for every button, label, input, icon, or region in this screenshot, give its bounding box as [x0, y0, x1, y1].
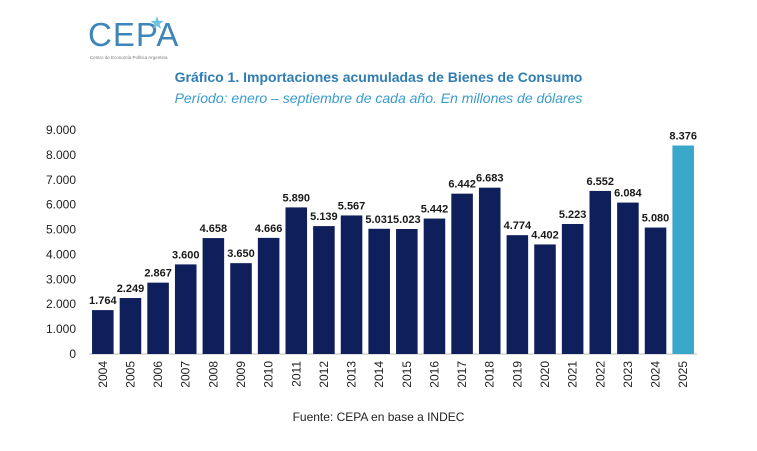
x-tick-label-2006: 2006 — [151, 361, 165, 388]
data-label-2023: 6.084 — [614, 188, 642, 200]
data-label-2014: 5.031 — [365, 214, 393, 226]
bar-2021 — [561, 224, 584, 354]
logo-text: CEPA — [88, 16, 180, 53]
x-tick-label-2011: 2011 — [289, 361, 303, 387]
cepa-logo: CEPA Centro de Economía Política Argenti… — [88, 16, 188, 66]
x-tick-label-2014: 2014 — [372, 361, 386, 388]
data-label-2015: 5.023 — [393, 214, 421, 226]
bar-2020 — [534, 244, 556, 354]
data-label-2011: 5.890 — [283, 192, 311, 204]
y-tick-label: 0 — [69, 347, 76, 361]
bar-2012 — [313, 226, 335, 354]
bar-2008 — [202, 238, 225, 354]
bar-2010 — [257, 237, 280, 354]
x-tick-label-2020: 2020 — [538, 361, 552, 388]
data-label-2009: 3.650 — [227, 248, 255, 260]
bar-2017 — [451, 193, 473, 354]
data-label-2022: 6.552 — [587, 176, 615, 188]
x-tick-label-2023: 2023 — [621, 361, 635, 388]
bar-2011 — [285, 207, 308, 354]
y-tick-label: 1.000 — [46, 322, 76, 336]
x-tick-label-2021: 2021 — [566, 361, 580, 388]
bar-2018 — [478, 187, 501, 354]
x-tick-label-2019: 2019 — [510, 361, 524, 388]
bar-2006 — [147, 282, 169, 354]
x-tick-label-2007: 2007 — [179, 361, 193, 388]
source-note: Fuente: CEPA en base a INDEC — [292, 410, 465, 424]
x-tick-label-2024: 2024 — [649, 361, 663, 388]
data-label-2012: 5.139 — [310, 211, 338, 223]
data-label-2005: 2.249 — [117, 283, 145, 295]
data-label-2020: 4.402 — [531, 229, 559, 241]
y-tick-label: 8.000 — [46, 148, 76, 162]
x-tick-label-2013: 2013 — [345, 361, 359, 388]
bar-2025 — [672, 145, 694, 354]
data-label-2007: 3.600 — [172, 249, 200, 261]
x-tick-label-2009: 2009 — [234, 361, 248, 388]
y-tick-label: 7.000 — [46, 173, 76, 187]
x-tick-label-2004: 2004 — [96, 361, 110, 388]
data-label-2016: 5.442 — [421, 204, 449, 216]
x-tick-label-2015: 2015 — [400, 361, 414, 388]
x-tick-label-2012: 2012 — [317, 361, 331, 388]
logo-subtitle: Centro de Economía Política Argentina — [90, 55, 168, 60]
bar-2015 — [396, 228, 418, 354]
bar-2023 — [617, 202, 639, 354]
chart-title: Gráfico 1. Importaciones acumuladas de B… — [174, 69, 583, 85]
y-tick-label: 6.000 — [46, 198, 76, 212]
chart-subtitle: Período: enero – septiembre de cada año.… — [174, 90, 583, 106]
x-tick-label-2016: 2016 — [427, 361, 441, 388]
bar-2009 — [230, 263, 252, 354]
x-tick-label-2008: 2008 — [206, 361, 220, 388]
data-label-2004: 1.764 — [89, 295, 117, 307]
bar-2022 — [589, 190, 612, 354]
x-tick-label-2005: 2005 — [123, 361, 137, 388]
bar-2005 — [119, 298, 142, 354]
data-label-2025: 8.376 — [669, 131, 697, 143]
star-icon — [150, 16, 164, 29]
bar-2013 — [340, 215, 363, 354]
bar-2016 — [423, 218, 446, 354]
x-tick-label-2025: 2025 — [676, 361, 690, 388]
x-tick-label-2017: 2017 — [455, 361, 469, 388]
y-tick-label: 5.000 — [46, 223, 76, 237]
data-label-2019: 4.774 — [504, 220, 532, 232]
y-tick-label: 4.000 — [46, 247, 76, 261]
bar-2007 — [174, 264, 197, 354]
data-label-2021: 5.223 — [559, 209, 587, 221]
data-label-2024: 5.080 — [642, 213, 670, 225]
x-tick-label-2018: 2018 — [483, 361, 497, 388]
bar-2014 — [368, 228, 390, 354]
y-tick-label: 9.000 — [46, 123, 76, 137]
data-label-2013: 5.567 — [338, 200, 366, 212]
bar-2004 — [92, 310, 114, 354]
x-tick-label-2010: 2010 — [262, 361, 276, 388]
x-tick-label-2022: 2022 — [593, 361, 607, 388]
data-label-2018: 6.683 — [476, 173, 504, 185]
data-label-2008: 4.658 — [200, 223, 228, 235]
y-tick-label: 3.000 — [46, 272, 76, 286]
bar-2019 — [506, 235, 529, 354]
data-label-2010: 4.666 — [255, 223, 283, 235]
data-label-2006: 2.867 — [144, 268, 172, 280]
y-tick-label: 2.000 — [46, 297, 76, 311]
bar-2024 — [644, 227, 667, 354]
data-label-2017: 6.442 — [448, 179, 476, 191]
